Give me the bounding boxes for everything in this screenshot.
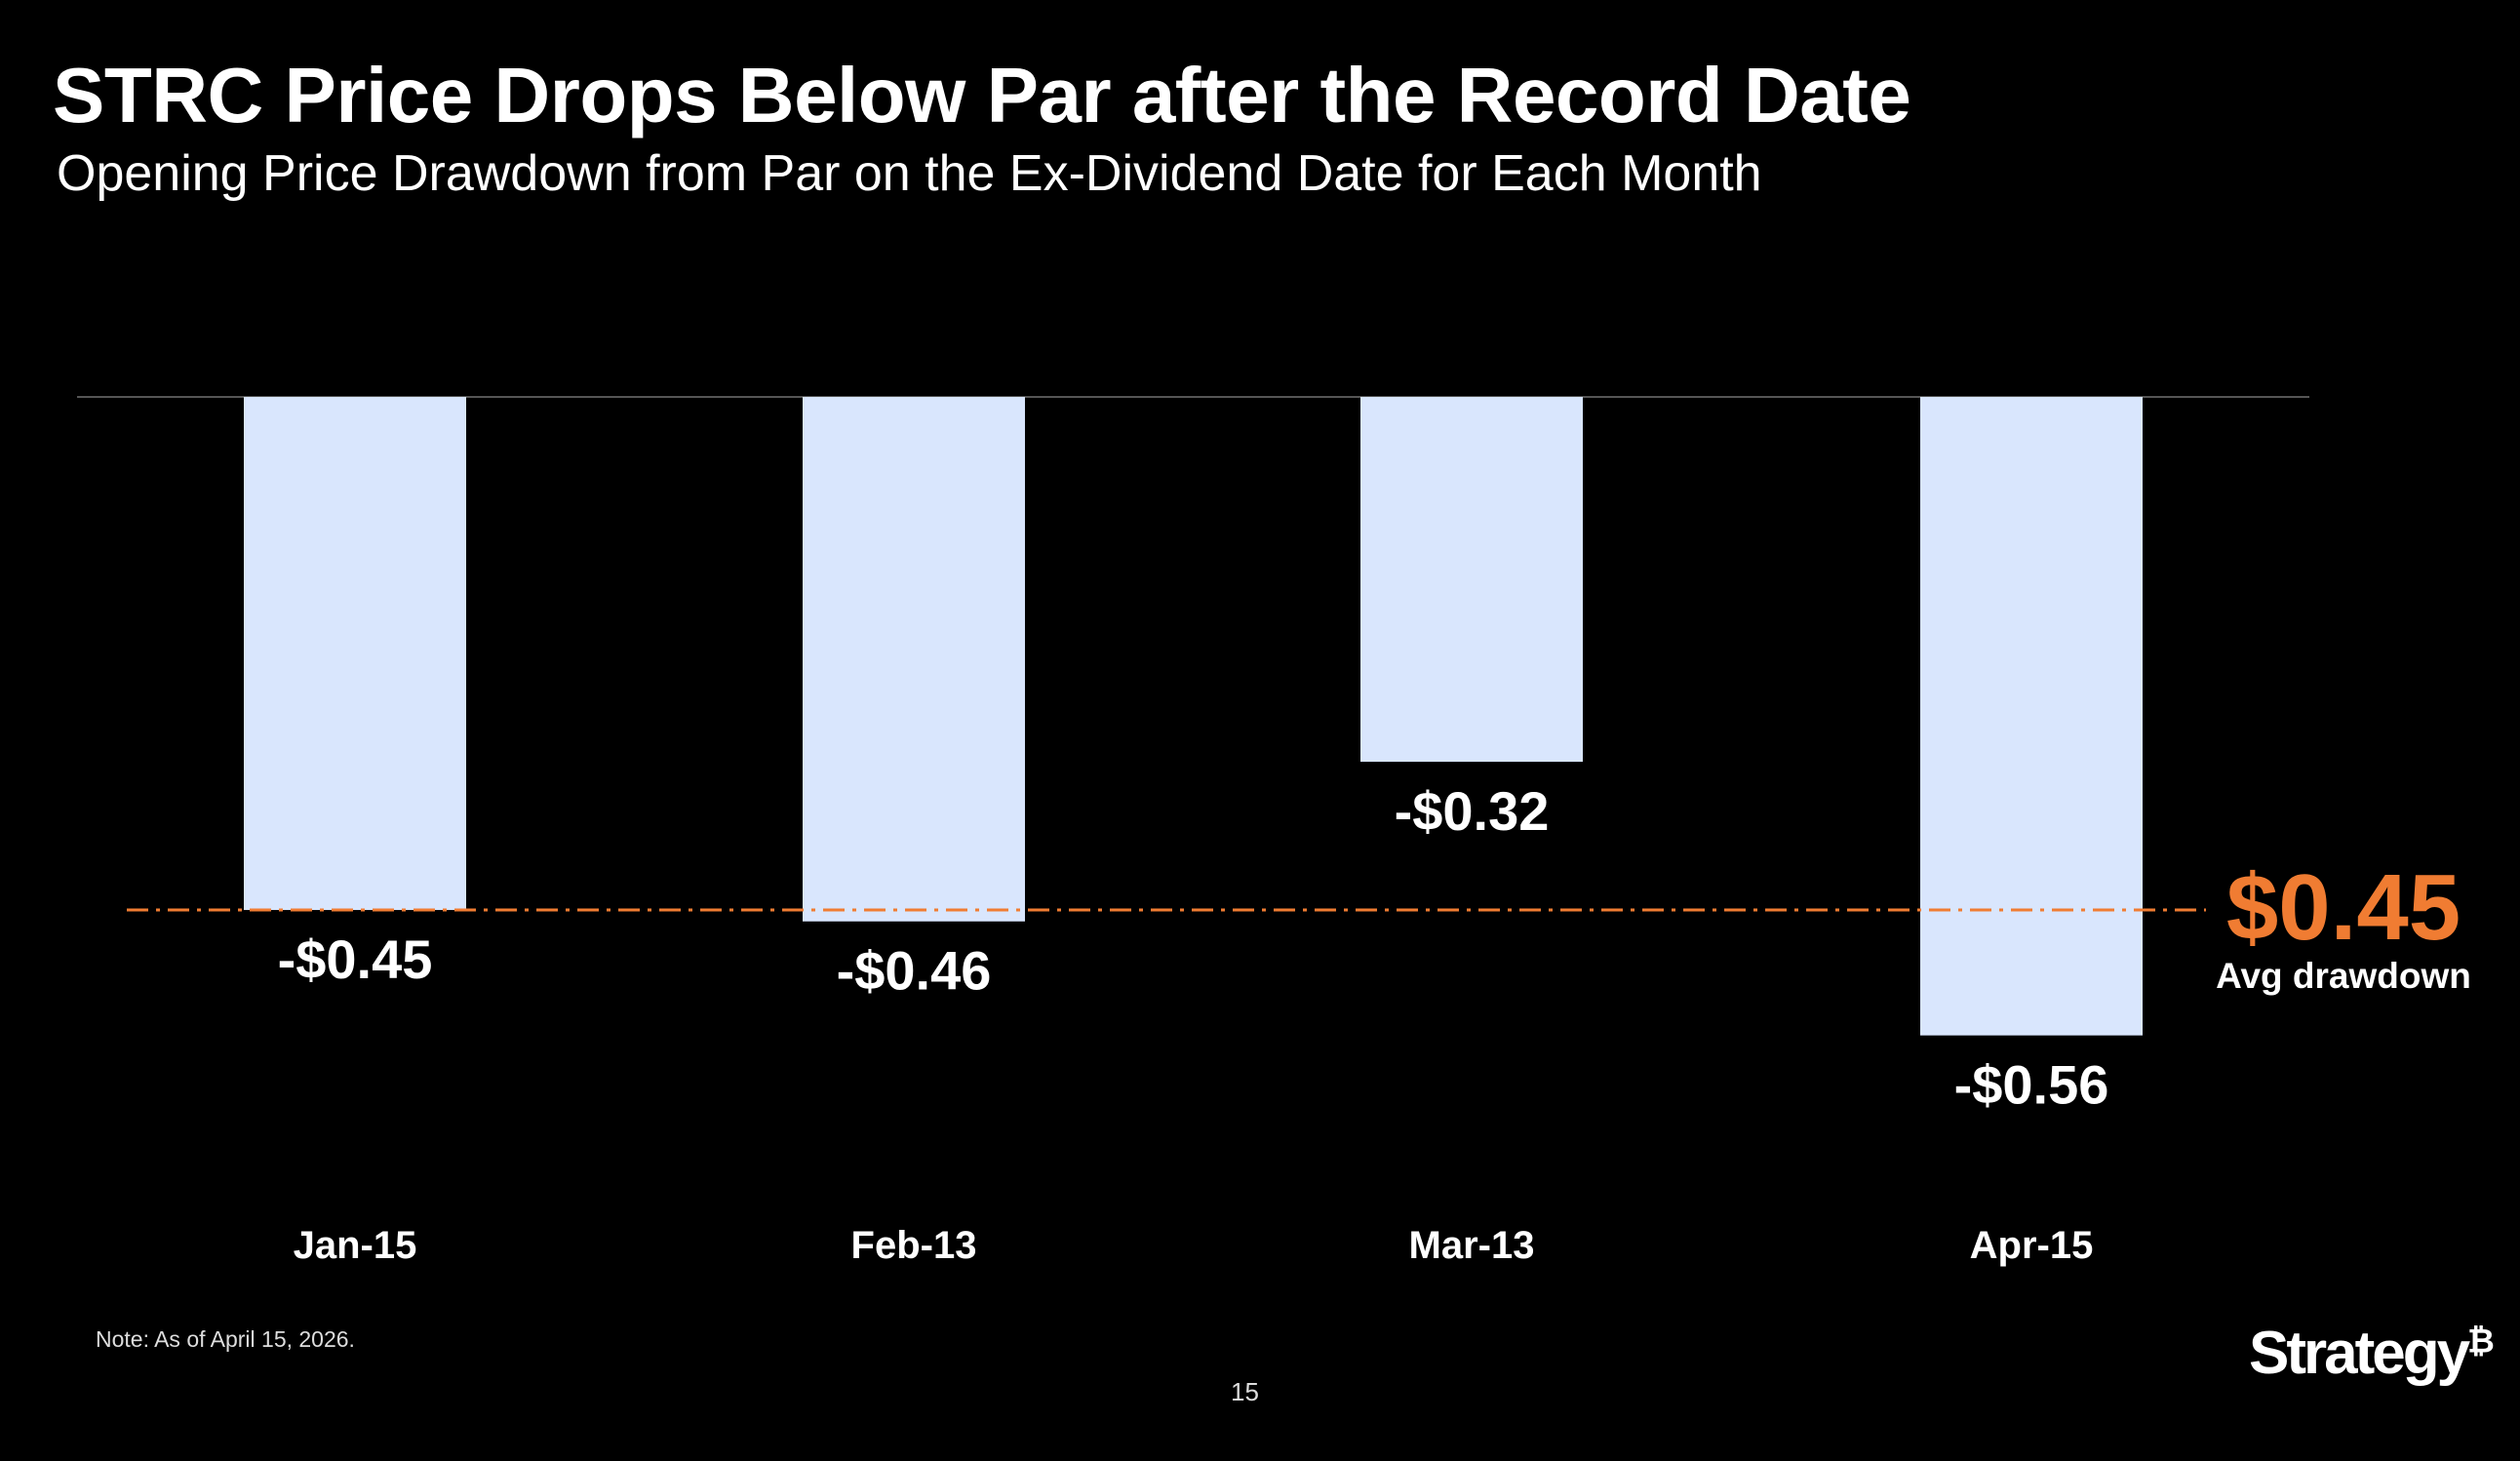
page-title: STRC Price Drops Below Par after the Rec… — [53, 52, 1911, 138]
category-label: Apr-15 — [1970, 1224, 2094, 1267]
bar-feb-13 — [803, 397, 1025, 922]
data-label: -$0.32 — [1395, 780, 1550, 842]
category-label: Mar-13 — [1409, 1224, 1535, 1267]
page-number: 15 — [1231, 1377, 1259, 1406]
strategy-logo: Strategy₿ — [2249, 1320, 2495, 1387]
footnote: Note: As of April 15, 2026. — [96, 1326, 355, 1352]
bar-apr-15 — [1920, 397, 2143, 1036]
page-subtitle: Opening Price Drawdown from Par on the E… — [57, 145, 1762, 202]
data-label: -$0.45 — [278, 928, 433, 990]
data-label: -$0.46 — [837, 940, 992, 1002]
bar-jan-15 — [244, 397, 466, 911]
average-caption: Avg drawdown — [2216, 956, 2471, 996]
data-label: -$0.56 — [1954, 1054, 2109, 1116]
average-value-label: $0.45 — [2226, 855, 2461, 960]
category-label: Feb-13 — [851, 1224, 977, 1267]
bar-mar-13 — [1360, 397, 1583, 763]
category-label: Jan-15 — [294, 1224, 417, 1267]
